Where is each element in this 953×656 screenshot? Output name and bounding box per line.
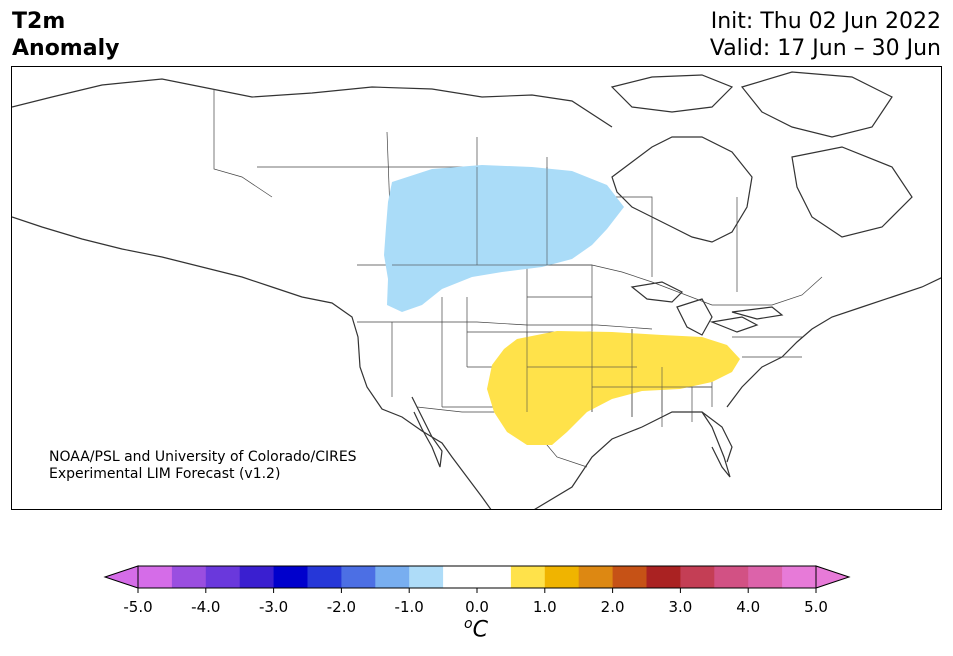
colorbar-segment: [544, 566, 580, 588]
colorbar-tick-label: -2.0: [326, 598, 357, 616]
colorbar-segment: [273, 566, 308, 588]
colorbar-tick-label: -3.0: [258, 598, 289, 616]
map-title-line2: Anomaly: [12, 36, 120, 61]
colorbar-segment: [477, 566, 512, 588]
colorbar-extend-high: [815, 565, 851, 589]
colorbar-segment: [782, 566, 817, 588]
credit-text: NOAA/PSL and University of Colorado/CIRE…: [49, 449, 357, 483]
colorbar-segment: [138, 566, 173, 588]
colorbar-segments: [138, 566, 817, 588]
colorbar-unit: oC: [464, 616, 488, 642]
colorbar-segment: [680, 566, 715, 588]
coastlines: [12, 71, 941, 509]
map-title: T2m Anomaly: [12, 8, 119, 62]
unit-degree: o: [464, 616, 473, 632]
colorbar-segment: [171, 566, 207, 588]
colorbar-ticks: [137, 588, 817, 593]
colorbar-tick-label: -1.0: [394, 598, 424, 616]
colorbar-segment: [205, 566, 241, 588]
credit-line2: Experimental LIM Forecast (v1.2): [49, 466, 281, 482]
colorbar-segment: [714, 566, 749, 588]
colorbar-tick-label: 0.0: [465, 598, 489, 616]
colorbar-segment: [341, 566, 376, 588]
colorbar-segment: [239, 566, 275, 588]
map-panel: NOAA/PSL and University of Colorado/CIRE…: [11, 66, 942, 510]
colorbar-segment: [748, 566, 783, 588]
colorbar-segment: [375, 566, 410, 588]
map-title-line1: T2m: [12, 9, 66, 34]
colorbar-tick-label: 2.0: [600, 598, 625, 616]
colorbar-tick-label: 5.0: [804, 598, 828, 616]
colorbar-segment: [612, 566, 647, 588]
colorbar-segment: [443, 566, 478, 588]
colorbar-tick-label: 3.0: [668, 598, 693, 616]
colorbar-segment: [646, 566, 681, 588]
colorbar-segment: [307, 566, 342, 588]
border-overlay: [392, 167, 712, 417]
init-date: Init: Thu 02 Jun 2022: [710, 9, 941, 34]
map-canvas: [12, 71, 941, 509]
credit-line1: NOAA/PSL and University of Colorado/CIRE…: [49, 449, 357, 465]
valid-period: Valid: 17 Jun – 30 Jun: [709, 36, 941, 61]
forecast-dates: Init: Thu 02 Jun 2022 Valid: 17 Jun – 30…: [710, 8, 941, 62]
colorbar-segment: [409, 566, 444, 588]
colorbar-tick-label: 1.0: [532, 598, 557, 616]
colorbar-segment: [510, 566, 546, 588]
colorbar-tick-label: -4.0: [191, 598, 221, 616]
warm-anomaly-region: [487, 331, 740, 445]
colorbar-tick-label: -5.0: [123, 598, 153, 616]
colorbar-tick-label: 4.0: [736, 598, 761, 616]
cold-anomaly-region: [384, 165, 624, 312]
unit-letter: C: [472, 617, 488, 643]
colorbar-extend-low: [103, 565, 139, 589]
colorbar-segment: [578, 566, 614, 588]
